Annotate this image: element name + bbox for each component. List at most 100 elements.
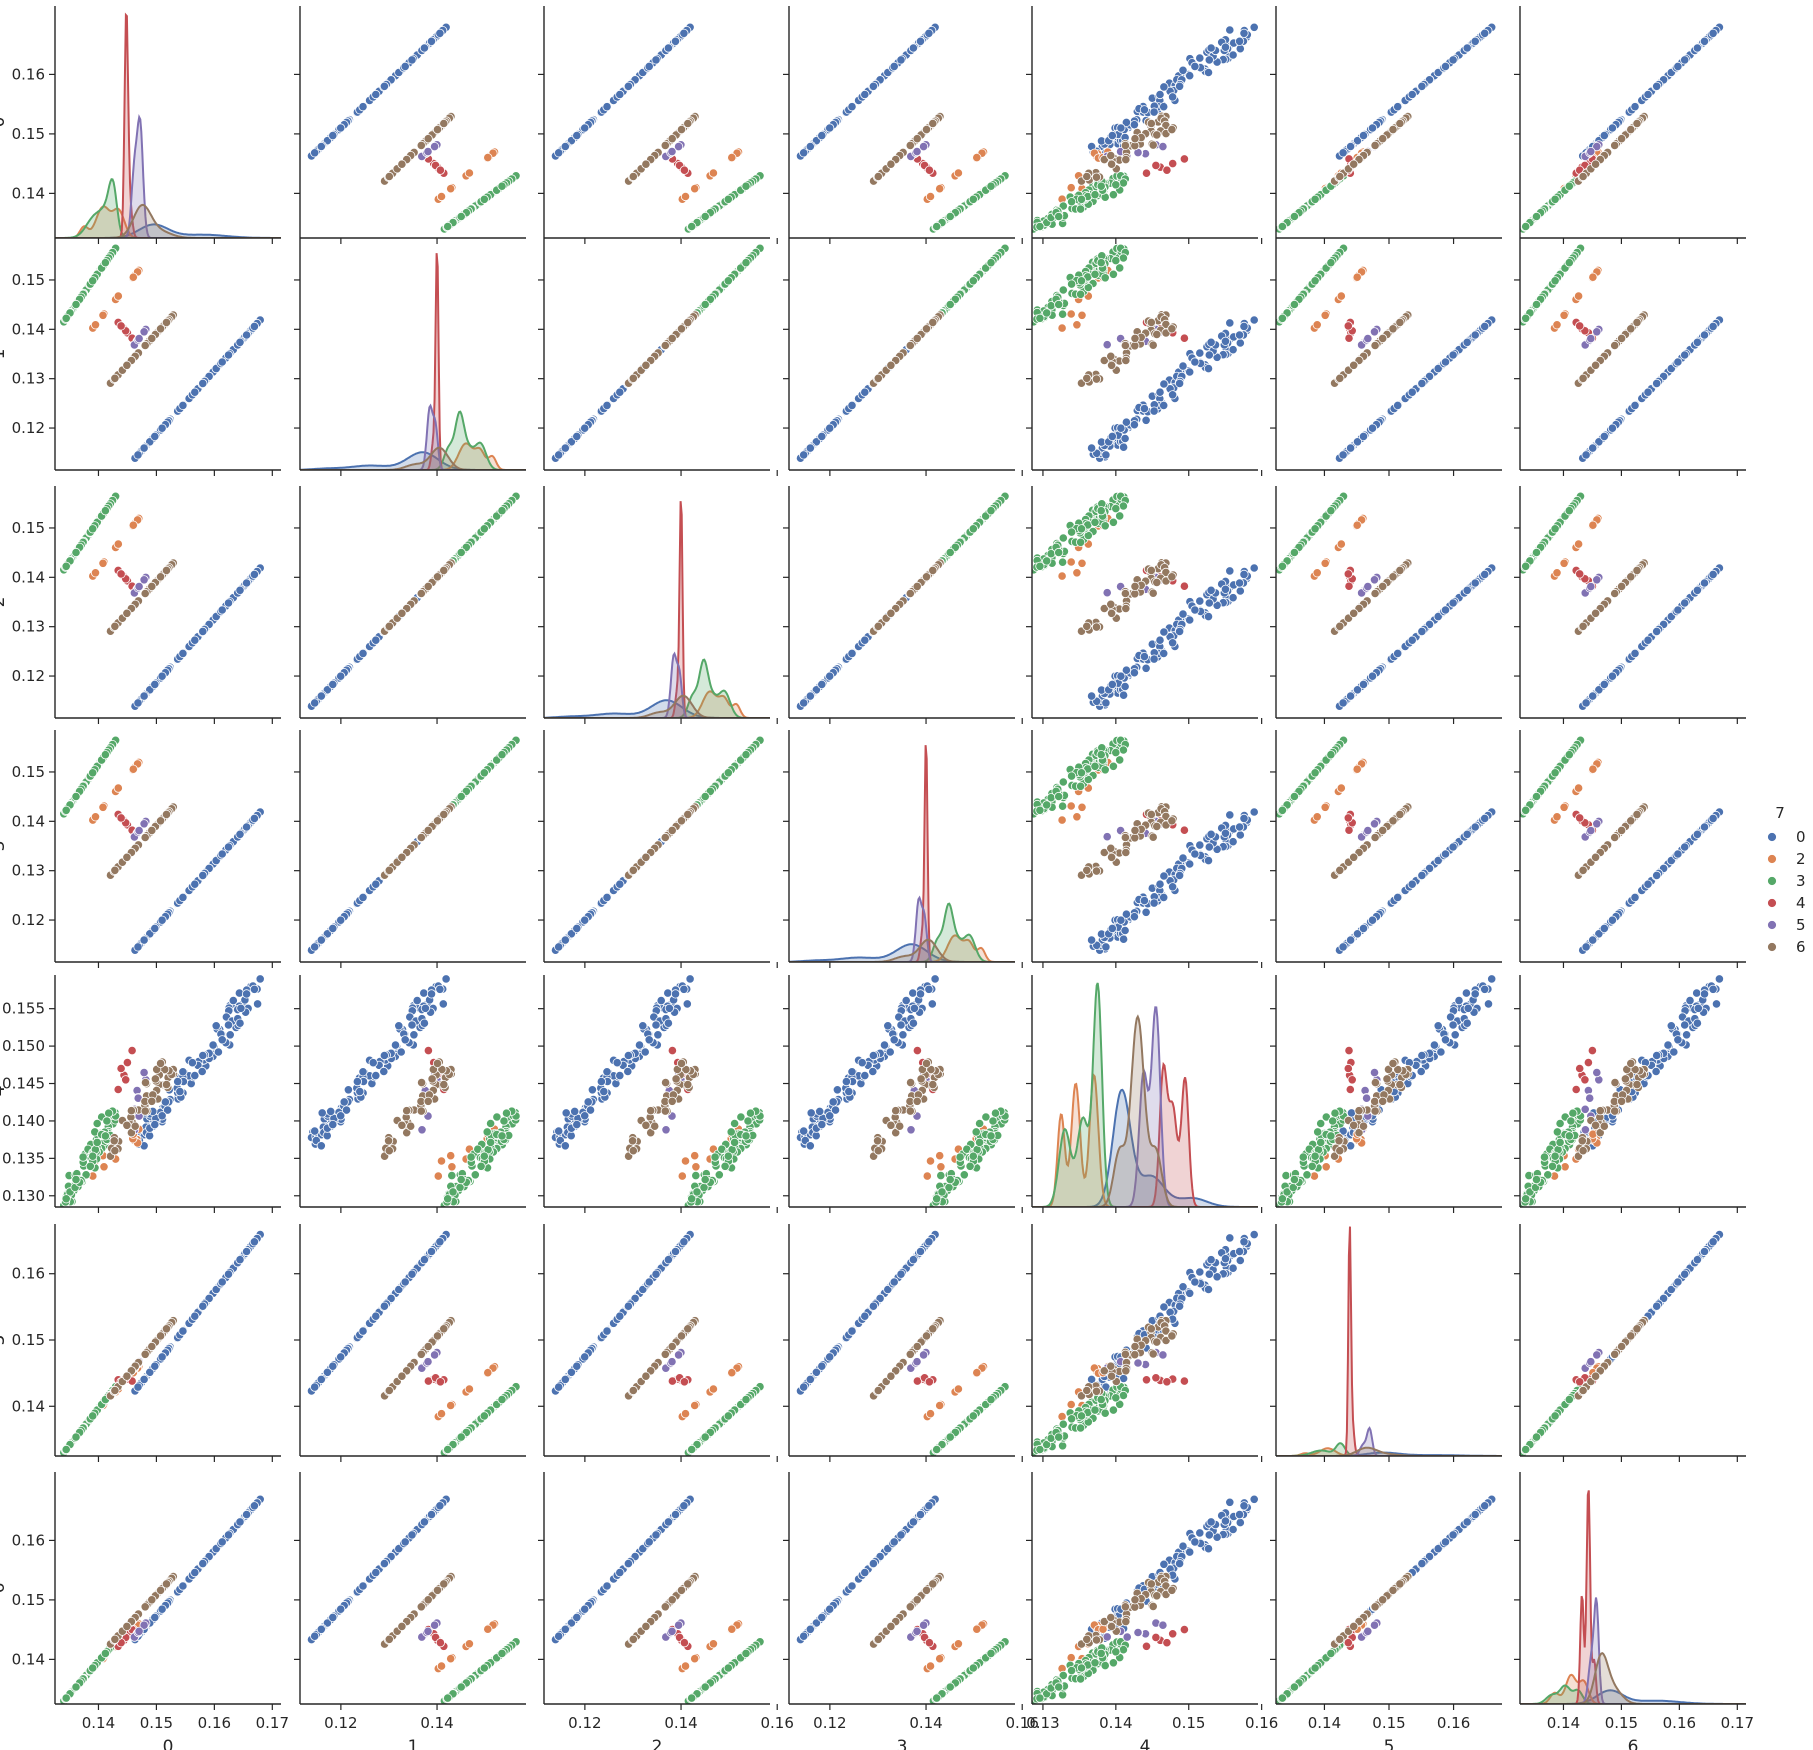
point-hue-3: [497, 181, 507, 191]
point-hue-3: [1096, 258, 1106, 268]
point-hue-0: [847, 102, 857, 112]
point-hue-0: [580, 123, 590, 133]
point-hue-0: [1190, 357, 1200, 367]
point-hue-4: [1575, 321, 1585, 331]
point-hue-0: [217, 357, 227, 367]
point-hue-3: [1277, 313, 1288, 323]
point-hue-0: [379, 81, 389, 91]
point-hue-6: [1632, 317, 1642, 327]
point-hue-0: [1367, 671, 1378, 681]
kde-line-4: [544, 501, 770, 718]
point-hue-6: [1121, 603, 1131, 614]
point-hue-3: [1550, 194, 1560, 204]
point-hue-0: [602, 400, 612, 410]
point-hue-2: [1352, 272, 1362, 282]
point-hue-6: [676, 125, 687, 135]
point-hue-6: [147, 581, 157, 592]
subplot-row1-col1: [294, 238, 526, 476]
point-hue-6: [1349, 360, 1359, 370]
plot-area: [550, 22, 765, 234]
point-hue-5: [1369, 575, 1380, 585]
point-hue-0: [817, 431, 827, 441]
ytick-label: 0.16: [12, 65, 45, 83]
point-hue-0: [235, 337, 245, 347]
kde-fill-2: [300, 443, 526, 470]
point-hue-5: [912, 147, 922, 157]
point-hue-3: [1067, 527, 1077, 537]
point-hue-0: [157, 423, 167, 433]
point-hue-6: [1082, 171, 1092, 182]
point-hue-0: [1185, 615, 1195, 625]
point-hue-0: [1448, 350, 1458, 360]
point-hue-0: [1178, 65, 1188, 75]
subplot-row2-col3: [783, 486, 1023, 724]
point-hue-0: [336, 671, 346, 681]
point-hue-0: [805, 691, 815, 701]
point-hue-0: [1204, 598, 1214, 608]
point-hue-3: [1067, 279, 1077, 289]
point-hue-3: [1531, 211, 1542, 222]
point-hue-0: [1417, 378, 1427, 388]
point-hue-3: [1115, 511, 1125, 521]
point-hue-0: [1352, 136, 1363, 146]
point-hue-5: [673, 142, 684, 152]
point-hue-0: [1462, 43, 1472, 53]
point-hue-0: [1448, 598, 1458, 608]
point-hue-6: [1146, 565, 1156, 576]
point-hue-3: [1277, 221, 1288, 232]
point-hue-6: [1617, 333, 1627, 343]
point-hue-3: [1076, 194, 1087, 204]
point-hue-0: [1417, 81, 1427, 91]
point-hue-6: [1082, 621, 1092, 631]
point-hue-0: [1393, 648, 1403, 659]
point-hue-2: [1552, 320, 1562, 330]
point-hue-0: [1235, 330, 1245, 340]
point-hue-3: [1111, 255, 1121, 266]
point-hue-0: [1249, 22, 1258, 32]
kde-line-6: [544, 694, 770, 718]
point-hue-6: [1152, 329, 1162, 339]
point-hue-3: [71, 299, 81, 310]
subplot-row0-col3: [783, 6, 1023, 244]
point-hue-2: [483, 153, 493, 163]
point-hue-6: [1106, 351, 1116, 361]
point-hue-6: [161, 565, 172, 576]
point-hue-0: [1652, 378, 1662, 388]
point-hue-0: [1699, 36, 1710, 46]
point-hue-0: [1417, 626, 1427, 637]
kde-fill-6: [544, 695, 770, 718]
kde-line-4: [55, 12, 281, 238]
point-hue-5: [134, 581, 144, 592]
point-hue-6: [161, 317, 172, 327]
point-hue-3: [479, 524, 489, 534]
point-hue-6: [122, 360, 132, 370]
point-hue-3: [1090, 190, 1100, 200]
subplot-row2-col5: [1270, 486, 1502, 724]
point-hue-0: [1407, 89, 1417, 100]
point-hue-6: [147, 333, 157, 343]
point-hue-6: [110, 373, 120, 383]
point-hue-0: [1692, 337, 1703, 347]
point-hue-6: [1106, 151, 1116, 161]
point-hue-3: [1058, 533, 1068, 543]
point-hue-0: [651, 55, 661, 65]
point-hue-2: [98, 558, 108, 568]
point-hue-6: [660, 340, 670, 351]
point-hue-3: [1035, 221, 1045, 232]
point-hue-3: [700, 299, 710, 310]
point-hue-6: [683, 118, 693, 129]
point-hue-6: [140, 340, 150, 351]
point-hue-0: [1206, 337, 1216, 347]
point-hue-0: [1367, 423, 1378, 433]
ytick-label: 0.13: [12, 618, 45, 636]
point-hue-0: [1673, 357, 1683, 367]
point-hue-0: [249, 569, 259, 580]
point-hue-5: [139, 575, 149, 585]
point-hue-4: [1162, 165, 1172, 175]
point-hue-0: [1159, 627, 1169, 637]
point-hue-0: [1599, 431, 1609, 441]
point-hue-0: [572, 131, 582, 141]
point-hue-0: [419, 43, 429, 53]
point-hue-6: [641, 360, 651, 370]
point-hue-0: [1206, 43, 1216, 53]
